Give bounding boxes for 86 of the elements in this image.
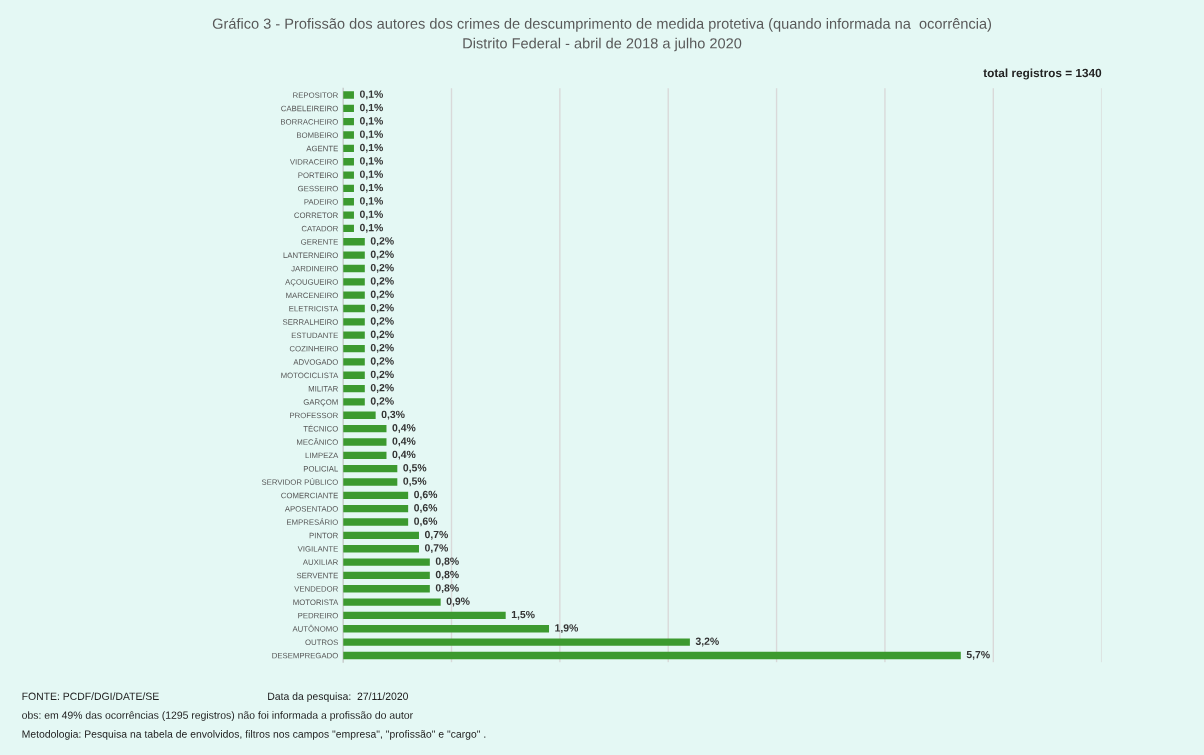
text: Data da pesquisa: 27/11/2020 (268, 692, 408, 703)
data-label: 0,7% (424, 530, 449, 540)
data-label: 0,2% (370, 277, 394, 287)
bar (343, 304, 365, 313)
chart-subtitle: Distrito Federal - abril de 2018 a julho 2020 (463, 37, 742, 52)
data-label: 0,1% (359, 130, 383, 140)
data-label: 1,9% (555, 624, 579, 634)
bar (343, 411, 376, 419)
bar (343, 251, 365, 259)
data-label: 0,2% (370, 370, 394, 380)
data-label: 0,1% (359, 183, 383, 193)
data-label: 0,2% (370, 237, 394, 247)
bar (343, 291, 365, 299)
data-label: 0,5% (403, 464, 427, 473)
data-label: 0,8% (435, 584, 459, 594)
source-note: FONTE: PCDF/DGI/DATE/SE (22, 692, 159, 700)
bar (343, 384, 365, 393)
data-label: 0,3% (381, 410, 405, 420)
data-label: 0,1% (359, 210, 383, 220)
data-label: 0,2% (370, 317, 394, 327)
bar (343, 518, 409, 526)
bar (343, 398, 365, 406)
bar (343, 585, 430, 593)
data-label: 0,2% (370, 303, 394, 313)
bar (343, 491, 409, 499)
data-label: 0,6% (414, 517, 438, 527)
data-label: 0,8% (435, 570, 459, 580)
bar (343, 91, 354, 99)
bar (343, 171, 354, 179)
data-label: 0,6% (414, 490, 438, 500)
data-label: 0,5% (403, 477, 427, 487)
data-label: 0,2% (370, 330, 394, 340)
bar (343, 531, 419, 540)
data-label: 0,2% (370, 357, 394, 367)
bar (343, 358, 365, 366)
data-label: 0,2% (370, 263, 394, 273)
bar (343, 344, 365, 353)
data-label: 0,2% (370, 384, 394, 393)
text: Metodologia: Pesquisa na tabela de envolvidos, filtros nos campos "empresa", "profissão" e "cargo" . (22, 730, 486, 740)
data-label: 0,1% (359, 103, 383, 113)
data-label: 0,1% (359, 197, 383, 207)
data-label: 0,7% (424, 544, 449, 554)
bar (343, 264, 365, 273)
data-label: 0,1% (359, 170, 383, 180)
data-label: 0,1% (359, 157, 383, 167)
data-label: 0,2% (370, 397, 394, 407)
bar (343, 278, 365, 286)
bar (343, 545, 419, 553)
data-label: 0,1% (359, 90, 383, 100)
bar (343, 625, 550, 633)
bar (343, 558, 430, 566)
data-label: 0,2% (370, 250, 394, 260)
bar (343, 651, 961, 660)
data-label: 0,6% (414, 504, 438, 513)
data-label: 0,1% (359, 143, 383, 153)
bar (343, 331, 365, 339)
text: total registros = 1340 (983, 68, 1102, 80)
bar (343, 571, 430, 580)
bar (343, 318, 365, 326)
data-label: 0,9% (446, 597, 470, 607)
bar (343, 505, 409, 513)
data-label: 5,7% (966, 650, 990, 660)
data-label: 0,2% (370, 290, 394, 300)
bar (343, 424, 387, 433)
bar (343, 598, 441, 606)
bar (343, 464, 398, 473)
bar (343, 131, 354, 139)
bar (343, 611, 506, 620)
data-label: 0,8% (435, 557, 459, 567)
text: obs: em 49% das ocorrências (1295 registros) não foi informada a profissão do autor (22, 711, 413, 721)
chart-title: Gráfico 3 - Profissão dos autores dos crimes de descumprimento de medida protetiva (quando informada na ocorrência) (212, 17, 992, 32)
data-label: 0,4% (392, 437, 416, 447)
bar (343, 371, 365, 379)
data-label: 0,1% (359, 117, 383, 126)
bar (343, 438, 387, 446)
data-label: 0,2% (370, 343, 394, 353)
data-label: 1,5% (511, 610, 535, 620)
bar (343, 238, 365, 246)
data-label: 3,2% (695, 637, 719, 647)
data-label: 0,4% (392, 424, 416, 433)
bar (343, 211, 354, 219)
bar (343, 478, 398, 486)
data-label: 0,4% (392, 450, 416, 460)
bar (343, 638, 690, 646)
bar (343, 451, 387, 459)
data-label: 0,1% (359, 223, 383, 233)
